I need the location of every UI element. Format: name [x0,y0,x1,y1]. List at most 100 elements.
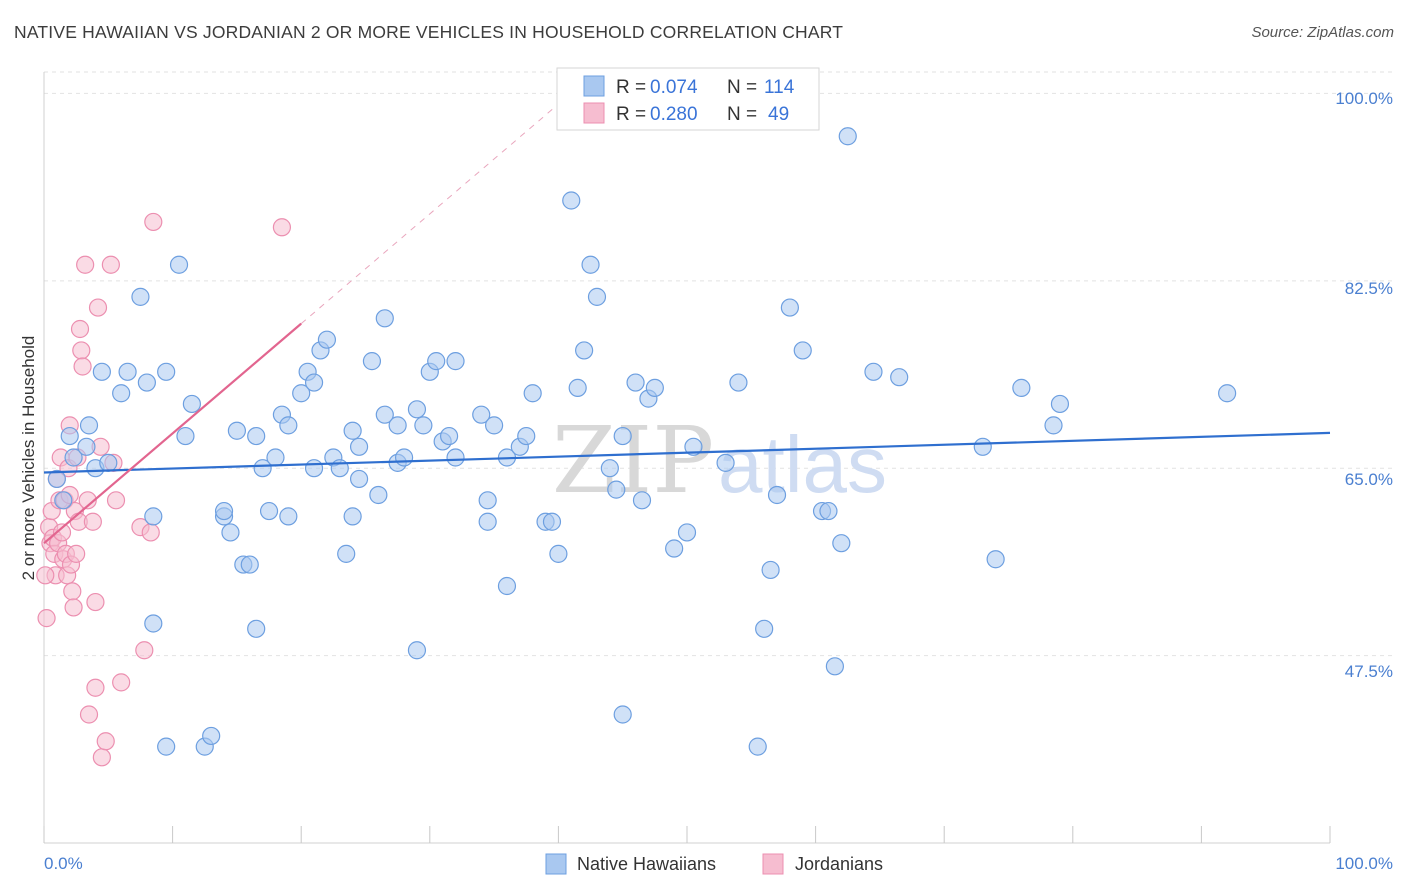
legend-swatch-blue [583,75,605,97]
jordanians-point-30 [78,491,97,510]
jordanians-point-46 [144,212,163,232]
native-hawaiians-point-77 [562,191,581,210]
native-hawaiians-point-36 [292,384,311,403]
y-axis-label: 2 or more Vehicles in Household [19,336,38,581]
native-hawaiians-point-32 [266,448,285,467]
native-hawaiians-point-58 [407,641,427,660]
legend-r-value-2: 0.280 [650,104,698,125]
native-hawaiians-points [47,127,1237,756]
native-hawaiians-point-110 [1012,378,1031,397]
jordanians-point-0 [37,609,56,628]
native-hawaiians-point-9 [112,384,131,403]
native-hawaiians-point-5 [77,437,96,456]
y-tick-label-82-5: 82.5% [1345,279,1393,298]
jordanians-point-38 [96,732,115,751]
jordanians-point-39 [101,255,120,274]
native-hawaiians-point-98 [767,485,787,505]
native-hawaiians-point-108 [973,437,992,456]
jordanians-trend-line [43,322,302,545]
native-hawaiians-point-3 [64,448,83,467]
jordanians-point-37 [92,748,111,767]
bottom-legend-swatch-blue [545,853,567,875]
x-tick-label-100: 100.0% [1335,854,1393,873]
native-hawaiians-point-50 [369,485,388,505]
native-hawaiians-point-15 [169,255,189,274]
native-hawaiians-point-112 [1050,394,1070,414]
native-hawaiians-point-105 [838,127,857,146]
native-hawaiians-point-80 [581,255,600,274]
native-hawaiians-point-47 [343,507,362,526]
native-hawaiians-point-27 [240,555,259,574]
native-hawaiians-point-30 [253,459,272,478]
jordanians-point-35 [88,298,108,317]
native-hawaiians-point-76 [549,544,568,563]
jordanians-trend-extension [300,71,597,325]
native-hawaiians-point-6 [92,362,111,381]
native-hawaiians-point-82 [600,459,619,478]
native-hawaiians-point-48 [349,469,369,489]
legend-n-label-1: N = [727,77,757,98]
native-hawaiians-point-79 [575,341,594,360]
native-hawaiians-point-93 [716,453,735,472]
jordanians-point-28 [73,357,92,376]
y-tick-labels: 100.0% 82.5% 65.0% 47.5% [1335,89,1393,681]
native-hawaiians-point-109 [986,550,1005,569]
y-tick-label-47-5: 47.5% [1345,662,1393,681]
native-hawaiians-point-57 [414,416,433,435]
native-hawaiians-point-11 [131,287,150,306]
jordanians-point-33 [86,592,105,612]
watermark-zip: ZIP [552,407,714,514]
native-hawaiians-point-86 [632,491,652,510]
jordanians-point-23 [67,544,86,563]
native-hawaiians-point-111 [1044,416,1063,435]
native-hawaiians-point-95 [748,737,767,756]
y-tick-label-65: 65.0% [1345,470,1393,489]
watermark-atlas: atlas [718,420,887,509]
y-tick-label-100: 100.0% [1335,89,1393,108]
native-hawaiians-point-2 [60,426,79,446]
jordanians-point-45 [141,523,160,542]
jordanians-point-34 [86,678,105,697]
jordanians-point-31 [79,705,99,724]
native-hawaiians-point-97 [761,560,780,580]
native-hawaiians-point-54 [388,416,407,435]
native-hawaiians-point-64 [446,448,465,467]
native-hawaiians-point-92 [613,705,632,724]
native-hawaiians-point-8 [99,453,118,472]
native-hawaiians-point-72 [497,576,517,596]
native-hawaiians-point-103 [825,657,844,676]
native-hawaiians-point-55 [394,448,414,467]
native-hawaiians-point-73 [523,384,542,403]
native-hawaiians-point-40 [304,459,324,478]
legend-r-label-2: R = [616,104,646,125]
native-hawaiians-point-18 [144,614,163,633]
native-hawaiians-point-49 [362,352,382,371]
native-hawaiians-point-16 [176,426,195,446]
jordanians-point-48 [36,566,55,585]
native-hawaiians-point-10 [118,362,137,381]
legend-n-label-2: N = [727,104,757,125]
native-hawaiians-point-71 [517,426,536,446]
native-hawaiians-trend-line [43,431,1331,474]
jordanians-point-29 [76,255,95,274]
native-hawaiians-point-13 [144,507,163,526]
legend-box: R = 0.074 N = 114 R = 0.280 N = 49 [556,67,820,131]
jordanians-point-47 [272,218,292,237]
native-hawaiians-point-24 [214,501,234,521]
trend-lines [43,71,1331,545]
native-hawaiians-point-35 [279,507,298,526]
native-hawaiians-point-84 [613,426,632,446]
native-hawaiians-point-96 [755,619,774,638]
jordanians-point-21 [64,598,83,617]
native-hawaiians-point-1 [54,491,73,510]
native-hawaiians-point-78 [568,378,587,397]
native-hawaiians-point-63 [446,352,465,371]
native-hawaiians-point-62 [439,426,459,446]
legend-swatch-pink [583,102,605,124]
native-hawaiians-point-29 [247,426,266,446]
native-hawaiians-point-102 [819,501,838,521]
legend-r-value-1: 0.074 [650,77,698,98]
bottom-legend-jordanians: Jordanians [795,854,883,874]
native-hawaiians-point-104 [832,534,851,553]
native-hawaiians-point-12 [137,373,156,392]
